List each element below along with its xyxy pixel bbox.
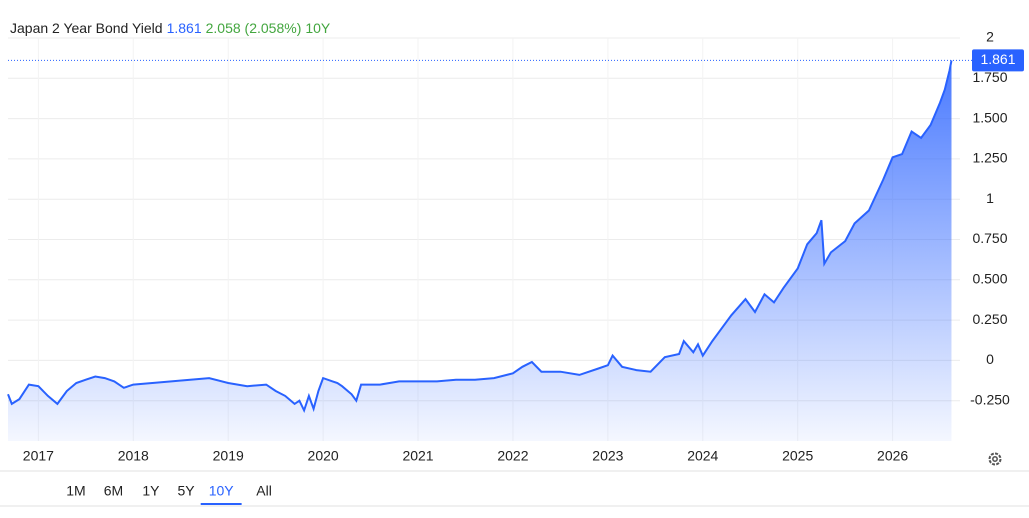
y-tick-label: 1.500 [972, 109, 1007, 125]
x-tick-label: 2018 [118, 448, 149, 464]
range-button[interactable]: 5Y [177, 483, 195, 499]
y-tick-label: 0.750 [972, 230, 1007, 246]
x-tick-label: 2020 [308, 448, 339, 464]
last-value-tag [972, 49, 1024, 72]
y-tick-label: -0.250 [970, 391, 1010, 407]
settings-icon[interactable] [988, 452, 1002, 466]
y-tick-label: 0.250 [972, 311, 1007, 327]
x-tick-label: 2017 [23, 448, 54, 464]
header: Japan 2 Year Bond Yield 1.861 2.058 (2.058… [10, 20, 331, 36]
last-value-label: 1.861 [980, 51, 1015, 67]
x-tick-label: 2022 [497, 448, 528, 464]
x-tick-label: 2019 [213, 448, 244, 464]
x-tick-label: 2023 [592, 448, 623, 464]
y-tick-label: 1.750 [972, 69, 1007, 85]
x-tick-label: 2021 [402, 448, 433, 464]
y-tick-label: 0.500 [972, 271, 1007, 287]
x-tick-label: 2026 [877, 448, 908, 464]
header-part: 1.861 [167, 20, 202, 36]
y-tick-label: 0 [986, 351, 994, 367]
x-tick-label: 2025 [782, 448, 813, 464]
line [7, 60, 953, 414]
range-button[interactable]: 1M [66, 483, 85, 499]
header-part: 10Y [305, 20, 331, 36]
y-tick-label: 2 [986, 29, 994, 45]
y-tick-label: 1 [986, 190, 994, 206]
header-part: 2.058 (2.058%) [206, 20, 302, 36]
range-button[interactable]: All [256, 483, 272, 499]
header-part: Japan 2 Year Bond Yield [10, 20, 163, 36]
x-tick-label: 2024 [687, 448, 718, 464]
area-fill [8, 60, 952, 442]
y-tick-label: 1.250 [972, 150, 1007, 166]
range-button[interactable]: 1Y [142, 483, 160, 499]
range-button[interactable]: 6M [104, 483, 123, 499]
range-button[interactable]: 10Y [209, 483, 235, 499]
